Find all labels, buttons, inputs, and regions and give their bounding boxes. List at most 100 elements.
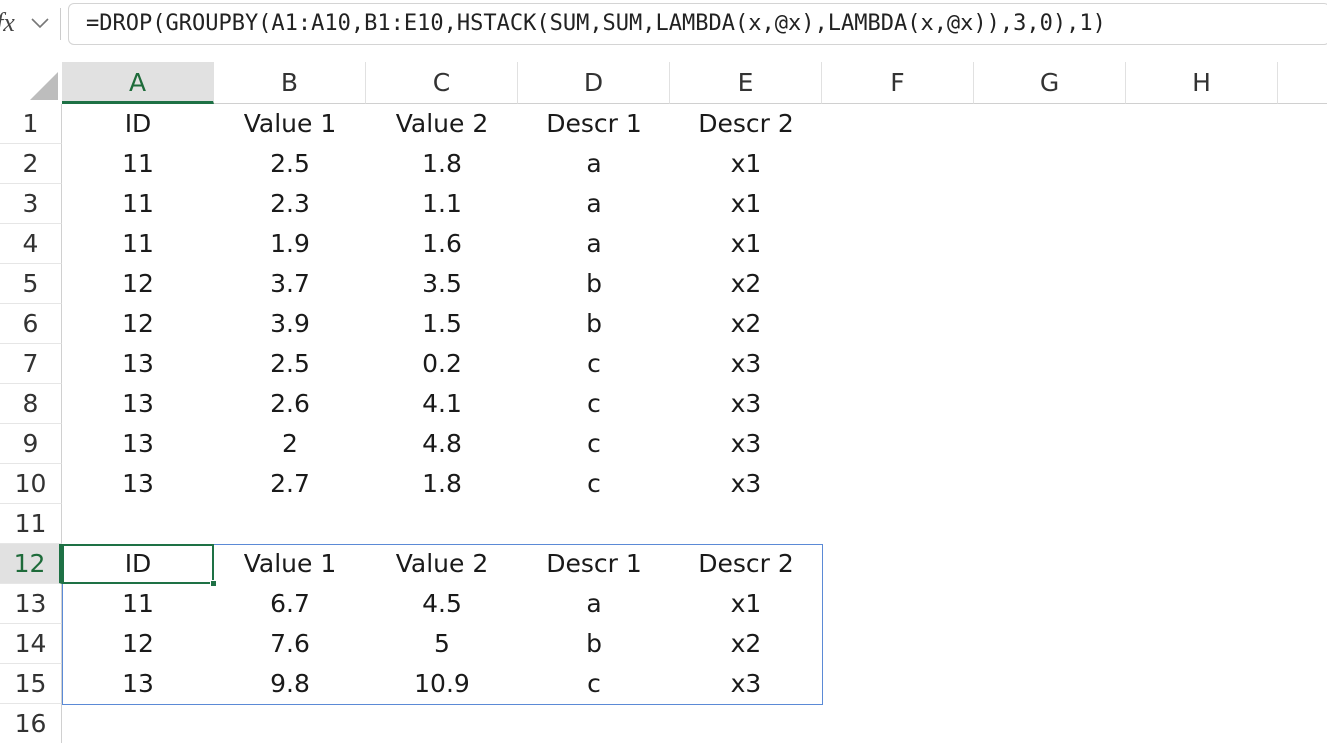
cell[interactable]: b [586, 269, 602, 298]
cell[interactable]: x3 [730, 349, 762, 378]
fx-icon[interactable]: fx [0, 8, 15, 37]
row-header[interactable]: 15 [0, 664, 62, 704]
cell[interactable]: x2 [730, 269, 762, 298]
cell[interactable]: 2.6 [270, 389, 310, 418]
cell[interactable]: a [586, 229, 602, 258]
cell[interactable]: 2.7 [270, 469, 310, 498]
cell[interactable]: c [587, 429, 601, 458]
cell[interactable]: x3 [730, 469, 762, 498]
row-header[interactable]: 16 [0, 704, 62, 743]
cell[interactable]: 3.7 [270, 269, 310, 298]
row-header[interactable]: 2 [0, 144, 62, 184]
cell[interactable]: 11 [122, 229, 154, 258]
cell[interactable]: ID [124, 109, 152, 138]
cell[interactable]: 5 [434, 629, 450, 658]
cell[interactable]: x2 [730, 309, 762, 338]
cell[interactable]: 3.9 [270, 309, 310, 338]
cell[interactable]: 1.8 [422, 469, 462, 498]
cell[interactable]: x3 [730, 669, 762, 698]
cell[interactable]: Value 1 [243, 549, 337, 578]
dropdown-chevron[interactable] [30, 16, 50, 30]
row-header[interactable]: 14 [0, 624, 62, 664]
cell[interactable]: a [586, 149, 602, 178]
cell[interactable]: 12 [122, 309, 154, 338]
cell[interactable]: 2 [282, 429, 298, 458]
cell[interactable]: 1.8 [422, 149, 462, 178]
cell[interactable]: 13 [122, 669, 154, 698]
cell[interactable]: 1.1 [422, 189, 462, 218]
row-header[interactable]: 12 [0, 544, 62, 584]
cell[interactable]: a [586, 589, 602, 618]
cell[interactable]: x3 [730, 389, 762, 418]
cell[interactable]: b [586, 629, 602, 658]
cell[interactable]: 10.9 [414, 669, 470, 698]
row-header[interactable]: 5 [0, 264, 62, 304]
row-header[interactable]: 4 [0, 224, 62, 264]
cell[interactable]: 11 [122, 189, 154, 218]
formula-input[interactable]: =DROP(GROUPBY(A1:A10,B1:E10,HSTACK(SUM,S… [68, 3, 1327, 45]
column-header[interactable]: E [670, 62, 822, 104]
row-header[interactable]: 7 [0, 344, 62, 384]
cell[interactable]: 12 [122, 629, 154, 658]
cell[interactable]: 13 [122, 429, 154, 458]
row-header[interactable]: 3 [0, 184, 62, 224]
cell[interactable]: Descr 1 [546, 109, 642, 138]
cell[interactable]: 3.5 [422, 269, 462, 298]
cell[interactable]: 12 [122, 269, 154, 298]
cell[interactable]: c [587, 669, 601, 698]
cell[interactable]: 2.5 [270, 349, 310, 378]
cell[interactable]: c [587, 389, 601, 418]
fill-handle[interactable] [210, 580, 217, 587]
cell[interactable]: x2 [730, 629, 762, 658]
row-header[interactable]: 13 [0, 584, 62, 624]
cell[interactable]: Descr 1 [546, 549, 642, 578]
cell[interactable]: 6.7 [270, 589, 310, 618]
cell[interactable]: 13 [122, 389, 154, 418]
cell[interactable]: 13 [122, 349, 154, 378]
cell[interactable]: Descr 2 [698, 109, 794, 138]
cell[interactable]: b [586, 309, 602, 338]
column-header[interactable]: B [214, 62, 366, 104]
cell[interactable]: 4.1 [422, 389, 462, 418]
cell[interactable]: Value 1 [243, 109, 337, 138]
cell[interactable]: a [586, 189, 602, 218]
cell[interactable]: 7.6 [270, 629, 310, 658]
column-header[interactable]: D [518, 62, 670, 104]
row-header[interactable]: 1 [0, 104, 62, 144]
cell[interactable]: 1.5 [422, 309, 462, 338]
cell[interactable]: Value 2 [395, 549, 489, 578]
cell[interactable]: 2.5 [270, 149, 310, 178]
row-header[interactable]: 8 [0, 384, 62, 424]
column-header[interactable]: H [1126, 62, 1278, 104]
active-cell[interactable] [62, 544, 214, 584]
row-header[interactable]: 10 [0, 464, 62, 504]
cell[interactable]: c [587, 349, 601, 378]
column-header[interactable]: F [822, 62, 974, 104]
cell[interactable]: 1.6 [422, 229, 462, 258]
cell[interactable]: x1 [730, 189, 762, 218]
cell[interactable]: x1 [730, 589, 762, 618]
cell[interactable]: ID [124, 549, 152, 578]
row-header[interactable]: 6 [0, 304, 62, 344]
cell[interactable]: 0.2 [422, 349, 462, 378]
cell[interactable]: 11 [122, 149, 154, 178]
cell[interactable]: Value 2 [395, 109, 489, 138]
cell[interactable]: 9.8 [270, 669, 310, 698]
cell[interactable]: 13 [122, 469, 154, 498]
cell[interactable]: c [587, 469, 601, 498]
cell[interactable]: 11 [122, 589, 154, 618]
column-header[interactable]: G [974, 62, 1126, 104]
cell[interactable]: x3 [730, 429, 762, 458]
select-all[interactable] [0, 62, 62, 104]
column-header[interactable]: A [62, 62, 214, 104]
cell[interactable]: 1.9 [270, 229, 310, 258]
cell[interactable]: x1 [730, 149, 762, 178]
cell[interactable]: Descr 2 [698, 549, 794, 578]
row-header[interactable]: 11 [0, 504, 62, 544]
row-header[interactable]: 9 [0, 424, 62, 464]
cell[interactable]: 2.3 [270, 189, 310, 218]
column-header[interactable]: C [366, 62, 518, 104]
cell[interactable]: x1 [730, 229, 762, 258]
cell[interactable]: 4.8 [422, 429, 462, 458]
cell[interactable]: 4.5 [422, 589, 462, 618]
